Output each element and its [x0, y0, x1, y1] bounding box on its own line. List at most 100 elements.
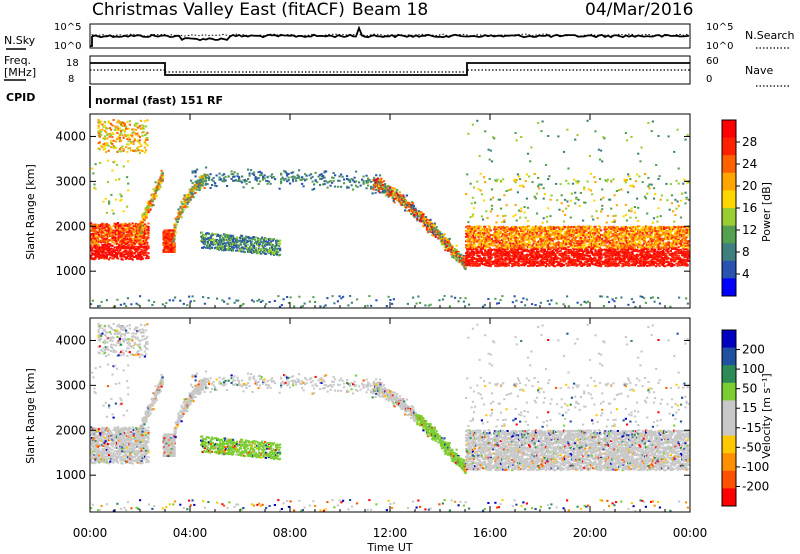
power-cell — [211, 178, 214, 181]
power-cell — [488, 236, 491, 239]
power-cell — [511, 245, 514, 248]
power-cell — [280, 182, 283, 185]
power-cell — [578, 230, 581, 233]
power-cell — [201, 183, 204, 186]
power-cell — [569, 216, 572, 219]
power-cell — [489, 242, 492, 245]
power-cell — [231, 246, 234, 249]
power-cell — [560, 262, 563, 265]
power-cell — [108, 127, 111, 130]
power-cell — [383, 184, 386, 187]
power-cell — [474, 236, 477, 239]
power-cell — [346, 178, 349, 180]
power-cell — [145, 251, 148, 254]
power-cell — [578, 204, 581, 207]
power-cell — [287, 179, 290, 181]
power-cell — [116, 129, 119, 132]
power-cell — [128, 120, 131, 123]
power-cell — [227, 245, 230, 248]
power-cell — [517, 264, 521, 267]
power-cell — [476, 246, 479, 249]
power-cell — [606, 239, 609, 242]
power-cell — [113, 233, 116, 235]
power-cell — [425, 222, 428, 225]
power-cell — [511, 262, 514, 265]
power-cell — [522, 185, 525, 188]
power-cell — [317, 175, 320, 178]
power-cell — [476, 250, 479, 253]
power-cell — [607, 229, 611, 232]
power-cell — [470, 202, 473, 205]
power-cell — [141, 134, 144, 137]
power-cell — [217, 243, 220, 246]
power-cell — [537, 185, 540, 188]
power-cell — [529, 228, 532, 231]
power-cell — [469, 242, 472, 245]
power-cell — [494, 239, 497, 242]
power-cell — [569, 258, 572, 261]
power-cell — [488, 228, 491, 231]
power-cell — [320, 175, 323, 178]
power-cell — [444, 237, 447, 240]
power-cell — [215, 174, 218, 177]
power-cell — [564, 198, 567, 201]
power-cell — [515, 240, 518, 242]
power-cell — [99, 161, 102, 164]
power-cell — [574, 226, 577, 229]
power-cell — [218, 176, 221, 179]
power-cell — [508, 228, 512, 231]
power-cell — [118, 235, 121, 238]
power-cell — [610, 250, 613, 253]
power-cell — [370, 187, 373, 190]
power-cell — [574, 138, 577, 141]
power-cell — [133, 124, 136, 127]
power-cell — [475, 238, 478, 241]
power-cell — [466, 262, 469, 265]
power-cell — [489, 239, 492, 242]
power-cell — [290, 171, 293, 174]
power-cell — [251, 187, 254, 189]
power-cell — [146, 237, 149, 240]
power-cell — [301, 176, 304, 179]
power-cell — [503, 219, 506, 222]
power-cell — [393, 187, 396, 190]
power-cell — [245, 180, 248, 182]
power-cell — [565, 243, 568, 246]
power-cell — [165, 238, 168, 241]
power-cell — [175, 223, 178, 226]
power-cell — [340, 185, 343, 188]
power-cell — [353, 181, 356, 184]
power-cell — [552, 259, 555, 262]
power-cell — [136, 227, 139, 230]
power-cell — [592, 229, 595, 232]
power-cell — [143, 216, 146, 219]
power-cell — [94, 257, 97, 260]
power-cell — [362, 180, 365, 182]
power-cell — [542, 242, 545, 245]
power-cell — [561, 235, 564, 237]
power-cell — [166, 249, 169, 252]
power-cell — [116, 150, 119, 153]
power-cell — [583, 229, 586, 232]
power-cell — [219, 245, 222, 248]
power-cell — [543, 253, 546, 256]
power-cell — [245, 244, 248, 247]
power-cell — [146, 243, 149, 246]
power-cell — [132, 256, 135, 258]
power-cell — [248, 251, 251, 253]
power-cell — [191, 171, 194, 174]
power-cell — [384, 194, 387, 197]
power-cell — [533, 260, 536, 263]
power-cell — [587, 231, 590, 234]
power-cell — [127, 233, 130, 236]
power-cell — [454, 258, 457, 260]
power-cell — [137, 257, 140, 260]
power-cell — [278, 187, 281, 190]
power-cell — [106, 225, 110, 228]
power-cell — [248, 174, 251, 177]
power-cell — [492, 136, 495, 139]
power-cell — [146, 247, 149, 250]
power-cell — [128, 123, 131, 126]
power-cell — [204, 243, 207, 246]
power-cell — [273, 238, 276, 241]
